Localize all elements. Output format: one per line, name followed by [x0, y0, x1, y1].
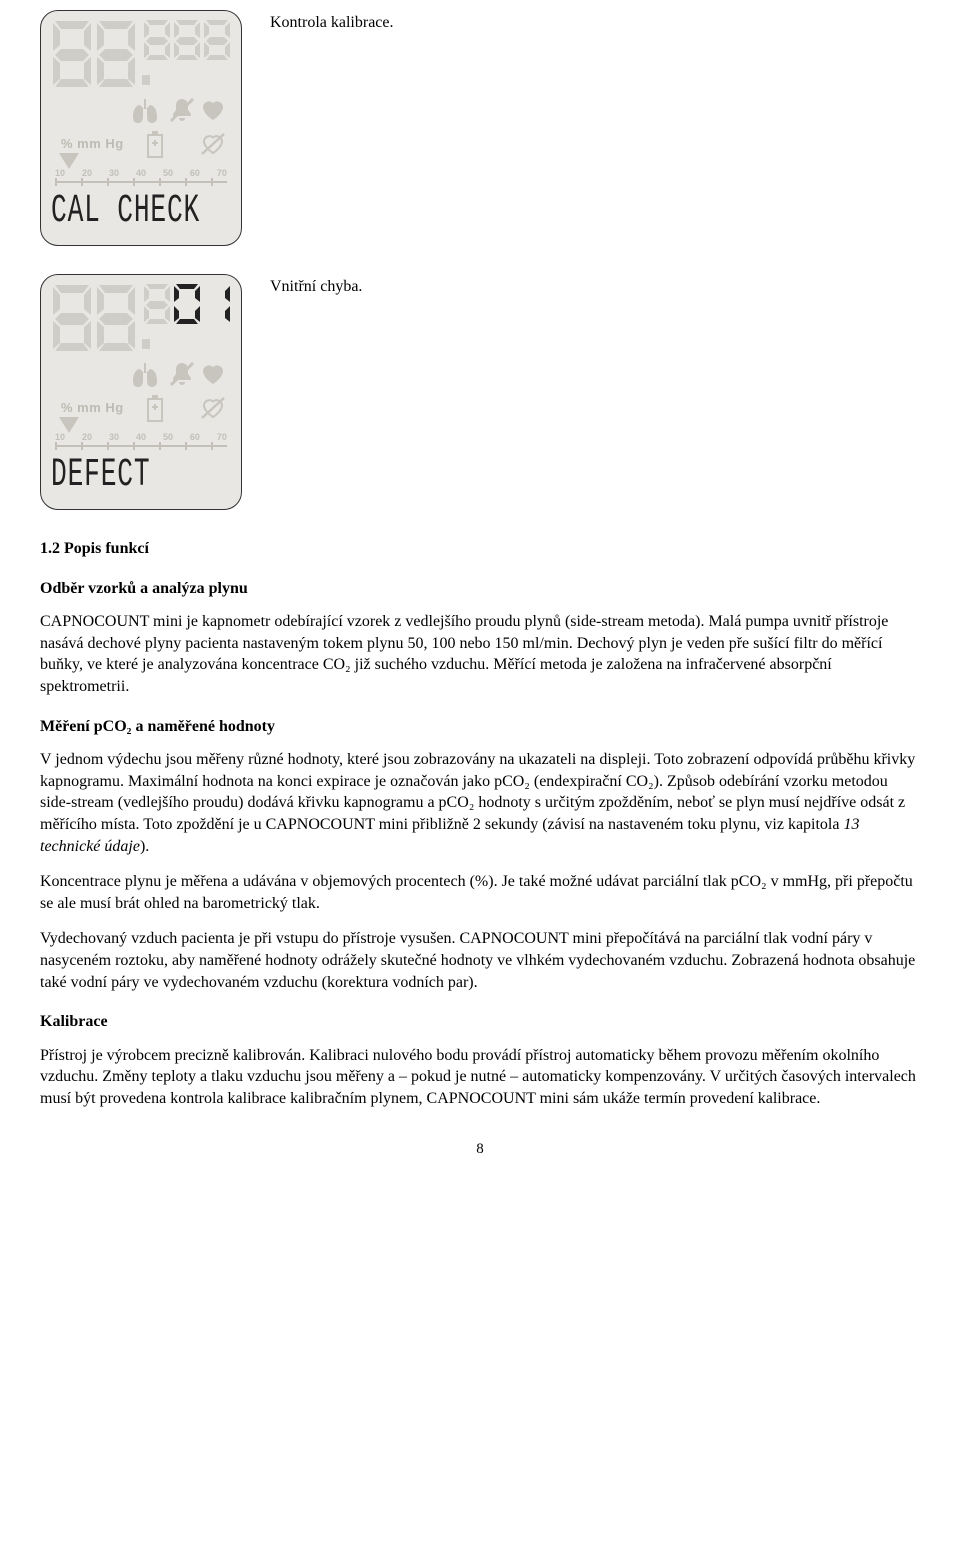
- battery-icon: [145, 131, 165, 159]
- heart-icon: [201, 363, 225, 385]
- lcd-text-row: DEFECT: [51, 455, 231, 495]
- para-sampling: CAPNOCOUNT mini je kapnometr odebírající…: [40, 611, 920, 697]
- digit-1: [203, 283, 231, 325]
- lcd-main-text: DEFECT: [51, 448, 150, 502]
- heart-off-icon: [201, 397, 225, 419]
- lcd-display-cal-check: % mm Hg 10 20 30 40 50 60 70 CAL CHECK: [40, 10, 242, 246]
- seg7-main-ghost: [51, 19, 153, 89]
- display-row-2: % mm Hg 10 20 30 40 50 60 70 DEFECT Vnit…: [40, 274, 920, 510]
- para-pco2-2: Koncentrace plynu je měřena a udávána v …: [40, 871, 920, 914]
- subheading-sampling: Odběr vzorků a analýza plynu: [40, 578, 920, 600]
- battery-icon: [145, 395, 165, 423]
- subheading-calibration: Kalibrace: [40, 1011, 920, 1033]
- unit-label-ghost: % mm Hg: [61, 135, 124, 153]
- display-row-1: % mm Hg 10 20 30 40 50 60 70 CAL CHECK K…: [40, 10, 920, 246]
- lcd-icons-ghost: % mm Hg: [57, 361, 225, 421]
- heart-icon: [201, 99, 225, 121]
- subheading-pco2: Měření pCO₂ a naměřené hodnoty: [40, 716, 920, 738]
- section-number: 1.2: [40, 540, 60, 557]
- display-caption-2: Vnitřní chyba.: [270, 274, 362, 298]
- bell-off-icon: [169, 361, 195, 387]
- lcd-text-row: CAL CHECK: [51, 191, 231, 231]
- section-heading: 1.2 Popis funkcí: [40, 538, 920, 560]
- para-calibration: Přístroj je výrobcem precizně kalibrován…: [40, 1045, 920, 1110]
- section-title: Popis funkcí: [64, 540, 149, 557]
- display-caption-1: Kontrola kalibrace.: [270, 10, 394, 34]
- lungs-icon: [131, 99, 159, 125]
- para-pco2-3: Vydechovaný vzduch pacienta je při vstup…: [40, 928, 920, 993]
- lungs-icon: [131, 363, 159, 389]
- bell-off-icon: [169, 97, 195, 123]
- lcd-icons-ghost: % mm Hg: [57, 97, 225, 157]
- para-pco2-1: V jednom výdechu jsou měřeny různé hodno…: [40, 749, 920, 857]
- unit-label-ghost: % mm Hg: [61, 399, 124, 417]
- lcd-main-text: CAL CHECK: [51, 184, 200, 238]
- digit-0: [173, 283, 201, 325]
- heart-off-icon: [201, 133, 225, 155]
- seg7-main-ghost: [51, 283, 153, 353]
- lcd-display-defect: % mm Hg 10 20 30 40 50 60 70 DEFECT: [40, 274, 242, 510]
- seg7-small-ghost: [143, 19, 231, 61]
- seg7-small-code: [143, 283, 231, 325]
- page-number: 8: [40, 1139, 920, 1159]
